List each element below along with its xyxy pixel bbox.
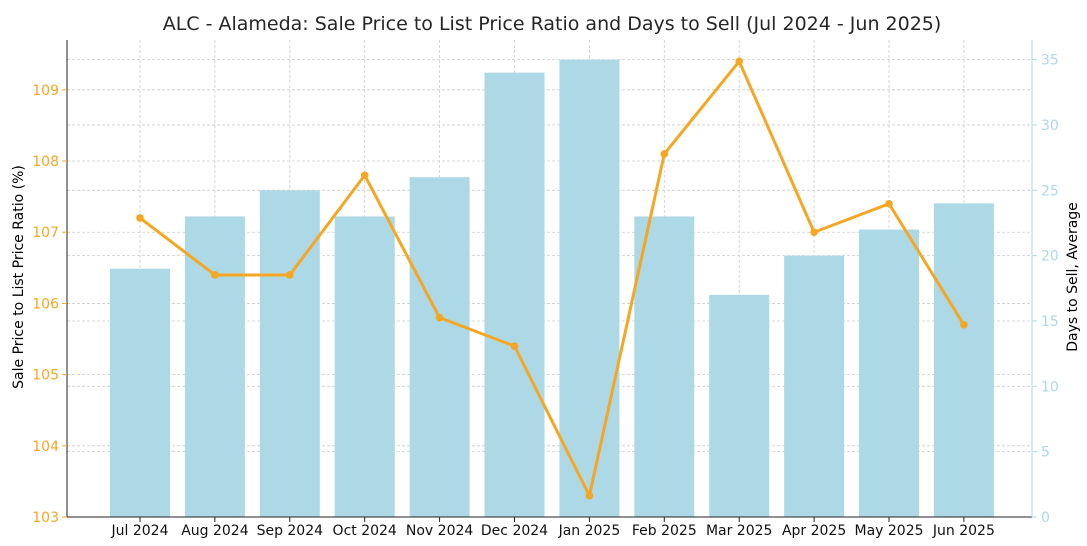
ratio-point bbox=[735, 57, 743, 66]
ratio-point bbox=[435, 313, 444, 322]
y-tick-label-right: 25 bbox=[1041, 183, 1059, 199]
y-tick-label-right: 35 bbox=[1041, 53, 1059, 69]
bar-days-to-sell bbox=[334, 216, 395, 517]
bar-days-to-sell bbox=[559, 59, 620, 517]
x-tick-label: Mar 2025 bbox=[706, 523, 773, 539]
ratio-point bbox=[660, 150, 669, 158]
x-tick-label: Apr 2025 bbox=[782, 523, 846, 539]
ratio-point bbox=[510, 342, 519, 350]
chart-title: ALC - Alameda: Sale Price to List Price … bbox=[163, 13, 942, 35]
x-tick-label: Jun 2025 bbox=[932, 523, 995, 539]
x-tick-label: Jan 2025 bbox=[558, 523, 621, 539]
bar-days-to-sell bbox=[709, 294, 770, 517]
y-tick-label-left: 107 bbox=[32, 225, 59, 241]
ratio-point bbox=[885, 199, 893, 208]
y-tick-label-right: 0 bbox=[1041, 510, 1050, 526]
x-tick-label: Feb 2025 bbox=[632, 523, 697, 539]
x-tick-label: Nov 2024 bbox=[406, 523, 473, 539]
ratio-line bbox=[136, 57, 968, 500]
ratio-point bbox=[286, 271, 294, 279]
y-tick-label-left: 109 bbox=[32, 83, 59, 99]
tick-labels: 103 104 105 106 107 108 109 0 5 10 15 20 25 30 35 Jul 2… bbox=[32, 53, 1059, 539]
y-tick-label-right: 5 bbox=[1041, 445, 1050, 461]
bar-days-to-sell bbox=[933, 203, 994, 517]
y-tick-label-right: 10 bbox=[1041, 379, 1059, 395]
y-tick-label-right: 15 bbox=[1041, 314, 1059, 330]
ratio-point bbox=[360, 171, 369, 180]
x-tick-label: Jul 2024 bbox=[111, 523, 169, 539]
ratio-point bbox=[136, 214, 144, 222]
bar-days-to-sell bbox=[784, 255, 845, 518]
y-tick-label-left: 103 bbox=[32, 510, 59, 526]
y-tick-label-left: 104 bbox=[32, 439, 59, 455]
x-tick-label: Aug 2024 bbox=[181, 523, 249, 539]
bars bbox=[110, 59, 994, 518]
y-tick-label-right: 20 bbox=[1041, 249, 1059, 265]
bar-days-to-sell bbox=[409, 177, 470, 517]
ratio-line-path bbox=[139, 59, 966, 498]
axes bbox=[62, 40, 1037, 522]
x-tick-label: Sep 2024 bbox=[257, 523, 324, 539]
y-tick-label-right: 30 bbox=[1041, 118, 1059, 134]
y-axis-left-label: Sale Price to List Price Ratio (%) bbox=[11, 165, 27, 389]
y-axis-right-label: Days to Sell, Average bbox=[1065, 202, 1081, 352]
bar-days-to-sell bbox=[859, 229, 919, 517]
ratio-point bbox=[960, 320, 968, 329]
y-tick-label-left: 105 bbox=[32, 368, 59, 384]
bar-days-to-sell bbox=[110, 268, 170, 517]
bar-days-to-sell bbox=[259, 190, 320, 518]
x-tick-label: May 2025 bbox=[854, 523, 923, 539]
ratio-point bbox=[585, 491, 594, 500]
ratio-point bbox=[211, 271, 219, 279]
x-tick-label: Dec 2024 bbox=[481, 523, 548, 539]
x-tick-label: Oct 2024 bbox=[333, 523, 397, 539]
y-tick-label-left: 108 bbox=[32, 154, 59, 170]
bar-days-to-sell bbox=[484, 72, 545, 517]
bar-days-to-sell bbox=[634, 216, 695, 517]
bar-days-to-sell bbox=[184, 216, 245, 517]
y-tick-label-left: 106 bbox=[32, 296, 59, 312]
ratio-point bbox=[810, 228, 818, 237]
